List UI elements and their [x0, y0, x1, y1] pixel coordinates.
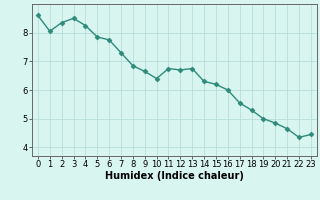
X-axis label: Humidex (Indice chaleur): Humidex (Indice chaleur)	[105, 171, 244, 181]
